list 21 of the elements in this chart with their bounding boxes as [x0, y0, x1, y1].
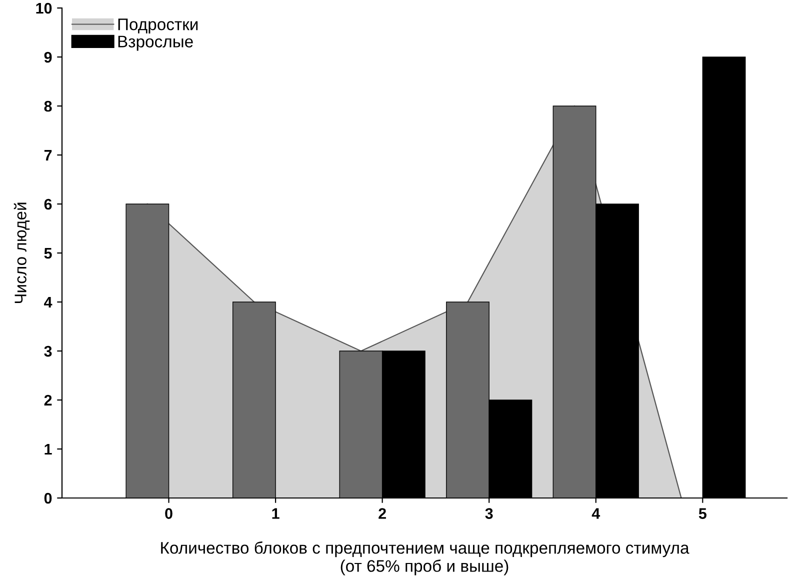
x-tick-label: 2 — [378, 508, 386, 519]
y-tick-label: 8 — [44, 100, 52, 112]
y-tick-label: 3 — [44, 346, 52, 357]
y-tick-label: 6 — [44, 198, 52, 210]
y-axis-title: Число людей — [14, 202, 30, 304]
legend-label: Взрослые — [118, 36, 193, 51]
legend-label: Подростки — [118, 18, 198, 34]
y-tick-label: 2 — [44, 394, 52, 406]
y-tick-label: 4 — [44, 297, 52, 308]
x-tick-label: 1 — [272, 508, 280, 519]
x-tick-label: 3 — [485, 508, 493, 519]
x-tick-label: 0 — [165, 508, 172, 519]
x-tick-label: 4 — [592, 508, 600, 519]
y-tick-label: 1 — [44, 444, 52, 455]
x-axis-title: Количество блоков с предпочтением чаще подкрепляемого стимула (от 65% проб и выше) — [161, 541, 690, 576]
x-tick-label: 5 — [698, 508, 706, 519]
y-tick-label: 7 — [44, 150, 52, 161]
y-tick-label: 0 — [44, 492, 52, 504]
y-tick-label: 5 — [44, 248, 52, 259]
y-tick-label: 10 — [36, 2, 52, 14]
y-tick-label: 9 — [44, 52, 52, 63]
